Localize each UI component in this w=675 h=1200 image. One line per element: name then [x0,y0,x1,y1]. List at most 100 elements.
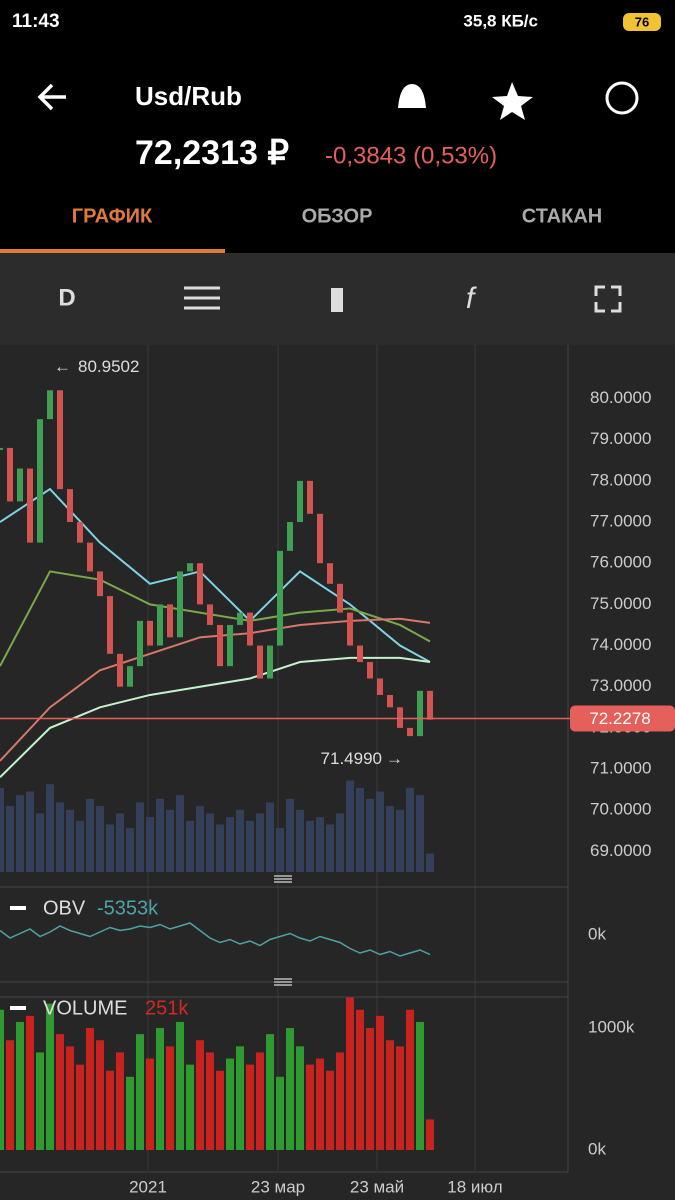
volume-overlay [96,806,104,872]
candle [137,620,143,667]
volume-overlay [186,820,194,872]
moving-average [0,617,431,762]
volume-overlay [416,795,424,872]
tab[interactable]: ОБЗОР [302,205,373,227]
volume-bar [156,1028,164,1150]
candle [147,620,153,646]
y-tick-label: 79.0000 [590,429,651,448]
battery [623,13,661,31]
legend-dash [10,906,26,910]
volume-bar [136,1034,144,1150]
volume-bar [166,1046,174,1150]
volume-bar [206,1052,214,1150]
volume-bar [386,1040,394,1150]
candle [97,571,103,597]
volume-bar [96,1040,104,1150]
y-tick-label: 80.0000 [590,388,651,407]
volume-bar [256,1052,264,1150]
volume-bar [106,1070,114,1150]
info-button[interactable] [605,81,639,115]
y-tick-label: 70.0000 [590,800,651,819]
volume-bar [0,1009,4,1150]
volume-overlay [276,828,284,872]
price: 72,2313 ₽ [135,134,289,172]
volume-overlay [136,802,144,872]
volume-overlay [426,853,434,872]
y-tick-label: 74.0000 [590,635,651,654]
indicators-button[interactable]: f [466,282,477,315]
candle [357,645,363,663]
moving-average [0,656,431,779]
volume-bar [246,1064,254,1150]
y-tick-label: 76.0000 [590,553,651,572]
candle [427,690,433,720]
volume-overlay [236,809,244,872]
y-tick-label: 73.0000 [590,676,651,695]
candle [337,583,343,613]
candle [67,489,73,523]
panel-resize-handle[interactable] [274,978,292,986]
volume-bar [426,1119,434,1150]
volume-overlay [356,787,364,872]
tab[interactable]: СТАКАН [522,205,602,227]
candle [47,390,53,420]
panel-resize-handle[interactable] [274,875,292,883]
candle [167,604,173,638]
candle [407,727,413,737]
panel-frame [0,996,569,1173]
volume-overlay [246,820,254,872]
low-arrow: → [386,749,403,768]
volume-bar [336,1052,344,1150]
fullscreen-button[interactable] [594,285,622,313]
volume-bar [316,1058,324,1150]
y-tick-label: 0k [588,924,606,943]
low-label: 71.4990 [321,749,382,768]
volume-overlay [76,820,84,872]
volume-overlay [256,813,264,872]
candle [217,624,223,667]
obv-line [0,922,431,957]
favorite-button[interactable] [492,82,533,120]
candle-type-button[interactable] [331,288,343,312]
candle [187,563,193,572]
candle [207,604,213,625]
volume-overlay [336,813,344,872]
volume-overlay [126,828,134,872]
candle [327,563,333,584]
back-button[interactable] [37,83,66,111]
candle [37,419,43,543]
candle [197,563,203,605]
volume-overlay [306,820,314,872]
volume-overlay [366,798,374,872]
period-button[interactable]: D [58,284,75,311]
volume-overlay [6,806,14,872]
settings-button[interactable] [184,286,220,310]
volume-bar [356,1009,364,1150]
y-tick-label: 0k [588,1139,606,1158]
candle [227,624,233,667]
volume-bar [16,1021,24,1150]
volume-overlay [226,817,234,872]
alert-button[interactable] [398,84,426,108]
volume-bar [56,1034,64,1150]
volume-bar [286,1028,294,1150]
volume-bar [236,1046,244,1150]
candle [107,596,113,654]
volume-bar [416,1021,424,1150]
battery-level: 76 [635,14,649,29]
volume-overlay [406,787,414,872]
tab[interactable]: ГРАФИК [72,205,153,227]
volume-bar [396,1046,404,1150]
volume-overlay [296,809,304,872]
volume-overlay [326,824,334,872]
y-tick-label: 71.0000 [590,759,651,778]
volume-overlay [26,791,34,872]
volume-bar [296,1046,304,1150]
volume-bar [46,1003,54,1150]
high-arrow: ← [54,357,71,376]
candle [417,690,423,737]
volume-overlay [156,798,164,872]
x-tick-label: 23 май [350,1177,404,1196]
candle [17,468,23,502]
legend-name: OBV [43,897,86,919]
